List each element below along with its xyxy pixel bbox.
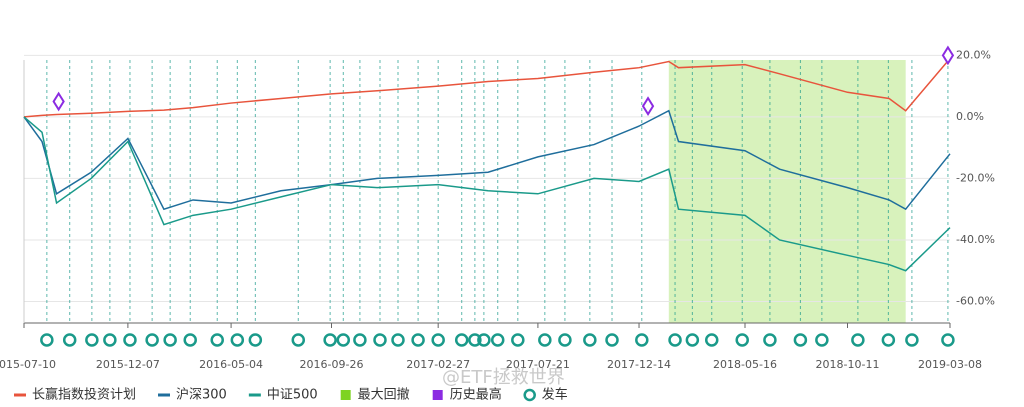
- legend-label: 最大回撤: [358, 387, 410, 403]
- event-marker: [605, 333, 619, 347]
- event-marker: [668, 333, 682, 347]
- event-marker: [468, 333, 482, 347]
- event-marker: [685, 333, 700, 347]
- series-line: [23, 109, 951, 211]
- event-marker: [163, 333, 177, 347]
- x-tick-label: 2016-09-26: [300, 358, 364, 371]
- event-marker: [353, 333, 367, 347]
- y-tick-label: -60.0%: [956, 294, 995, 307]
- event-marker: [558, 333, 572, 347]
- event-marker: [145, 333, 159, 347]
- x-tick-label: 2015-12-07: [96, 358, 160, 371]
- event-marker: [793, 333, 808, 347]
- legend-label: 长赢指数投资计划: [32, 387, 136, 403]
- event-marker: [431, 333, 445, 347]
- event-marker: [323, 333, 337, 347]
- series-line: [23, 57, 951, 118]
- event-marker: [210, 333, 224, 347]
- event-marker: [477, 333, 491, 347]
- x-tick-label: 2018-10-11: [816, 358, 880, 371]
- event-marker: [851, 333, 865, 347]
- legend-label: 发车: [542, 387, 568, 403]
- legend-label: 中证500: [267, 388, 318, 403]
- event-marker: [905, 333, 919, 347]
- event-marker: [40, 333, 54, 347]
- event-marker: [230, 333, 245, 347]
- event-marker: [391, 333, 405, 347]
- x-tick-label: 2018-05-16: [713, 358, 777, 371]
- x-tick-label: 2017-07-21: [506, 358, 570, 371]
- event-marker: [735, 333, 749, 347]
- event-marker: [291, 333, 306, 347]
- drawdown-area: [668, 60, 906, 323]
- y-tick-label: 20.0%: [956, 48, 991, 61]
- watermark: @ETF拯救世界: [442, 367, 565, 388]
- legend-swatch: [432, 390, 443, 400]
- legend-label: 历史最高: [450, 387, 502, 403]
- event-marker: [248, 333, 263, 347]
- y-tick-label: 0.0%: [956, 110, 984, 123]
- event-marker: [411, 333, 425, 347]
- legend-label: 沪深300: [176, 387, 227, 403]
- x-tick-label: 2015-07-10: [0, 358, 56, 371]
- event-marker: [62, 333, 77, 347]
- x-tick-label: 2017-12-14: [607, 358, 671, 371]
- event-marker: [85, 333, 99, 347]
- event-marker: [815, 333, 829, 347]
- x-tick-label: 2019-03-08: [918, 358, 982, 371]
- event-marker: [941, 333, 955, 347]
- high-marker: [641, 96, 655, 117]
- event-marker: [583, 333, 597, 347]
- series-line: [23, 116, 951, 272]
- event-marker: [373, 333, 387, 347]
- high-marker: [52, 91, 65, 112]
- legend-swatch: [523, 388, 536, 402]
- event-marker: [511, 333, 525, 347]
- event-marker: [123, 333, 137, 347]
- high-marker: [941, 45, 955, 66]
- event-marker: [336, 333, 351, 347]
- x-tick-label: 2016-05-04: [199, 358, 263, 371]
- event-marker: [454, 333, 469, 347]
- y-tick-label: -20.0%: [956, 171, 995, 184]
- event-marker: [881, 333, 896, 347]
- event-marker: [103, 333, 117, 347]
- event-marker: [538, 333, 552, 347]
- event-marker: [704, 333, 719, 347]
- event-marker: [183, 333, 197, 347]
- event-marker: [763, 333, 777, 347]
- event-marker: [490, 333, 505, 347]
- x-tick-label: 2017-02-27: [406, 358, 470, 371]
- y-tick-label: -40.0%: [956, 233, 995, 246]
- legend-swatch: [340, 390, 351, 400]
- event-marker: [635, 333, 649, 347]
